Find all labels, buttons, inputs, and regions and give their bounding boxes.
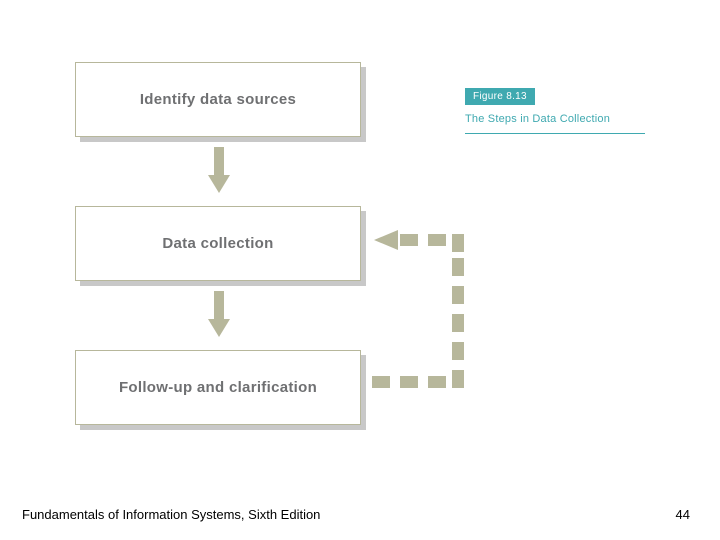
dash <box>452 370 464 388</box>
dash <box>452 342 464 360</box>
figure-caption: The Steps in Data Collection <box>465 113 645 125</box>
dash <box>372 376 390 388</box>
dash <box>452 258 464 276</box>
figure-label: Figure 8.13 The Steps in Data Collection <box>465 86 645 134</box>
figure-tag: Figure 8.13 <box>465 88 535 105</box>
footer-text: Fundamentals of Information Systems, Six… <box>22 507 320 522</box>
dash <box>452 286 464 304</box>
dash <box>428 234 446 246</box>
slide-canvas: Identify data sources Data collection Fo… <box>0 0 720 540</box>
figure-rule <box>465 133 645 134</box>
dash <box>428 376 446 388</box>
dash <box>400 376 418 388</box>
dash <box>452 234 464 252</box>
arrow-left-icon <box>368 226 398 254</box>
feedback-loop <box>0 0 720 540</box>
dash <box>452 314 464 332</box>
dash <box>400 234 418 246</box>
page-number: 44 <box>676 507 690 522</box>
